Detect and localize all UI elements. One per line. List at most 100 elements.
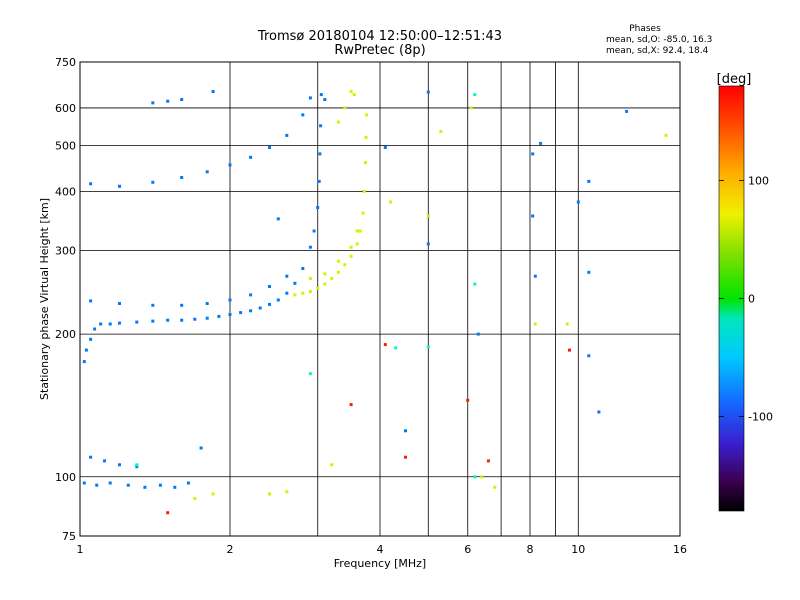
y-tick-label: 600 [55, 102, 76, 115]
data-point [533, 274, 537, 278]
x-tick-label: 16 [673, 543, 687, 556]
data-point [317, 179, 321, 183]
data-point [383, 146, 387, 149]
data-point [565, 322, 569, 326]
data-point [383, 343, 387, 347]
data-point [285, 133, 289, 137]
data-point [486, 459, 490, 463]
data-point [576, 200, 580, 204]
data-point [301, 113, 305, 117]
data-point [336, 270, 340, 274]
y-tick-label: 400 [55, 185, 76, 198]
data-point [239, 311, 243, 315]
data-point [330, 277, 334, 280]
data-point [316, 206, 320, 209]
data-point [285, 291, 289, 295]
data-point [394, 346, 398, 350]
data-point [89, 337, 93, 341]
data-point [355, 242, 359, 246]
data-point [293, 293, 297, 297]
data-point [308, 245, 312, 249]
data-point [664, 133, 668, 137]
data-point [364, 135, 368, 139]
data-point [426, 214, 430, 218]
data-point [108, 481, 112, 485]
data-point [89, 299, 93, 303]
data-point [404, 429, 407, 433]
data-point [258, 306, 262, 310]
data-point [308, 372, 312, 376]
data-point [199, 446, 203, 450]
data-point [151, 101, 155, 105]
data-point [361, 211, 365, 215]
data-point [362, 189, 366, 193]
data-point [205, 170, 209, 174]
legend-x-stats: mean, sd,X: 92.4, 18.4 [606, 46, 709, 56]
data-point [587, 179, 591, 183]
data-point [336, 120, 340, 124]
data-point [180, 318, 184, 322]
data-point [343, 106, 347, 110]
data-point [473, 93, 477, 97]
data-point [323, 272, 327, 276]
data-point [336, 259, 340, 263]
data-point [473, 282, 477, 286]
data-point [308, 290, 312, 293]
data-point [84, 348, 88, 352]
data-point [211, 90, 215, 93]
data-point [166, 318, 170, 322]
data-point [82, 360, 86, 364]
legend-title: Phases [629, 24, 661, 34]
data-point [166, 99, 170, 103]
data-point [268, 302, 271, 306]
data-point [625, 109, 629, 113]
data-point [180, 98, 184, 101]
data-point [249, 309, 253, 313]
data-point [285, 490, 289, 494]
data-point [349, 254, 353, 258]
data-point [568, 348, 571, 352]
data-point [285, 274, 289, 278]
x-axis-ticks: 1 2 4 6 8 10 16 [77, 543, 688, 556]
y-tick-label: 100 [55, 471, 76, 484]
data-point [312, 229, 316, 233]
data-point [118, 463, 121, 467]
data-point [135, 465, 139, 469]
data-point [143, 485, 147, 489]
data-point [531, 152, 535, 156]
data-point [135, 320, 139, 324]
data-point [533, 322, 537, 326]
data-point [597, 410, 601, 414]
data-point [480, 475, 484, 479]
data-point [330, 463, 334, 467]
data-point [180, 176, 184, 179]
data-point [276, 298, 280, 302]
colorbar-tick-label: 100 [748, 174, 769, 187]
data-point [323, 282, 327, 286]
chart-subtitle: RwPretec (8p) [334, 43, 425, 58]
data-point [539, 141, 543, 145]
data-point [95, 483, 99, 487]
data-point [118, 321, 121, 325]
data-point [473, 475, 477, 479]
y-tick-label: 300 [55, 245, 76, 258]
data-point [118, 184, 121, 188]
data-point [476, 332, 480, 336]
data-point [228, 298, 232, 302]
data-point [151, 180, 155, 184]
data-point [211, 492, 215, 496]
data-point [82, 481, 86, 485]
data-point [151, 319, 155, 323]
y-tick-label: 750 [55, 56, 76, 69]
data-point [308, 277, 312, 280]
data-point [89, 182, 93, 186]
data-point [118, 302, 121, 305]
data-point [93, 327, 97, 331]
colorbar-tick-label: 0 [748, 293, 755, 306]
data-point [308, 96, 312, 100]
chart-title: Tromsø 20180104 12:50:00–12:51:43 [257, 29, 502, 44]
data-point [301, 267, 305, 270]
data-point [439, 130, 443, 133]
data-point [166, 511, 170, 515]
